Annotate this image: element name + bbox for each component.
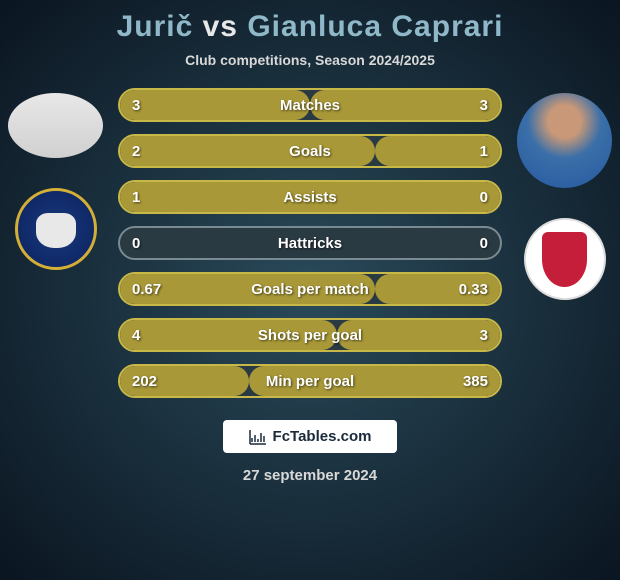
player2-column [517,88,612,300]
stat-label: Assists [283,189,336,206]
comparison-title: Jurič vs Gianluca Caprari [117,10,504,44]
stat-bar: 4 Shots per goal 3 [118,318,502,352]
stat-bar: 0 Hattricks 0 [118,226,502,260]
stat-bar: 0.67 Goals per match 0.33 [118,272,502,306]
player2-name: Gianluca Caprari [247,10,503,43]
stat-value-right: 3 [480,327,488,344]
stat-value-left: 202 [132,373,157,390]
stat-value-left: 4 [132,327,140,344]
vs-text: vs [203,10,238,43]
brand-logo: FcTables.com [223,420,398,453]
stat-value-left: 0.67 [132,281,161,298]
stat-bar: 202 Min per goal 385 [118,364,502,398]
stat-label: Shots per goal [258,327,362,344]
stats-bars: 3 Matches 3 2 Goals 1 1 Assists 0 0 Hattricks 0 0.67… [118,88,502,398]
stat-fill-left [120,136,375,166]
stat-label: Goals per match [251,281,369,298]
stat-label: Min per goal [266,373,354,390]
stat-value-left: 1 [132,189,140,206]
player1-name: Jurič [117,10,194,43]
player2-photo [517,93,612,188]
stat-value-right: 1 [480,143,488,160]
brand-text: FcTables.com [273,428,372,445]
stat-value-right: 0.33 [459,281,488,298]
player2-club-badge [524,218,606,300]
footer-date: 27 september 2024 [243,467,377,484]
stat-value-left: 3 [132,97,140,114]
player1-club-badge [15,188,97,270]
stat-value-right: 0 [480,235,488,252]
stat-value-right: 3 [480,97,488,114]
stat-label: Hattricks [278,235,342,252]
stat-value-right: 0 [480,189,488,206]
stat-bar: 1 Assists 0 [118,180,502,214]
stat-value-left: 2 [132,143,140,160]
subtitle: Club competitions, Season 2024/2025 [185,52,435,68]
stat-label: Matches [280,97,340,114]
stat-value-right: 385 [463,373,488,390]
stat-bar: 2 Goals 1 [118,134,502,168]
stats-area: 3 Matches 3 2 Goals 1 1 Assists 0 0 Hattricks 0 0.67… [0,88,620,398]
player1-photo [8,93,103,158]
player1-column [8,88,103,270]
stat-bar: 3 Matches 3 [118,88,502,122]
stat-value-left: 0 [132,235,140,252]
stat-label: Goals [289,143,331,160]
chart-icon [249,429,267,445]
